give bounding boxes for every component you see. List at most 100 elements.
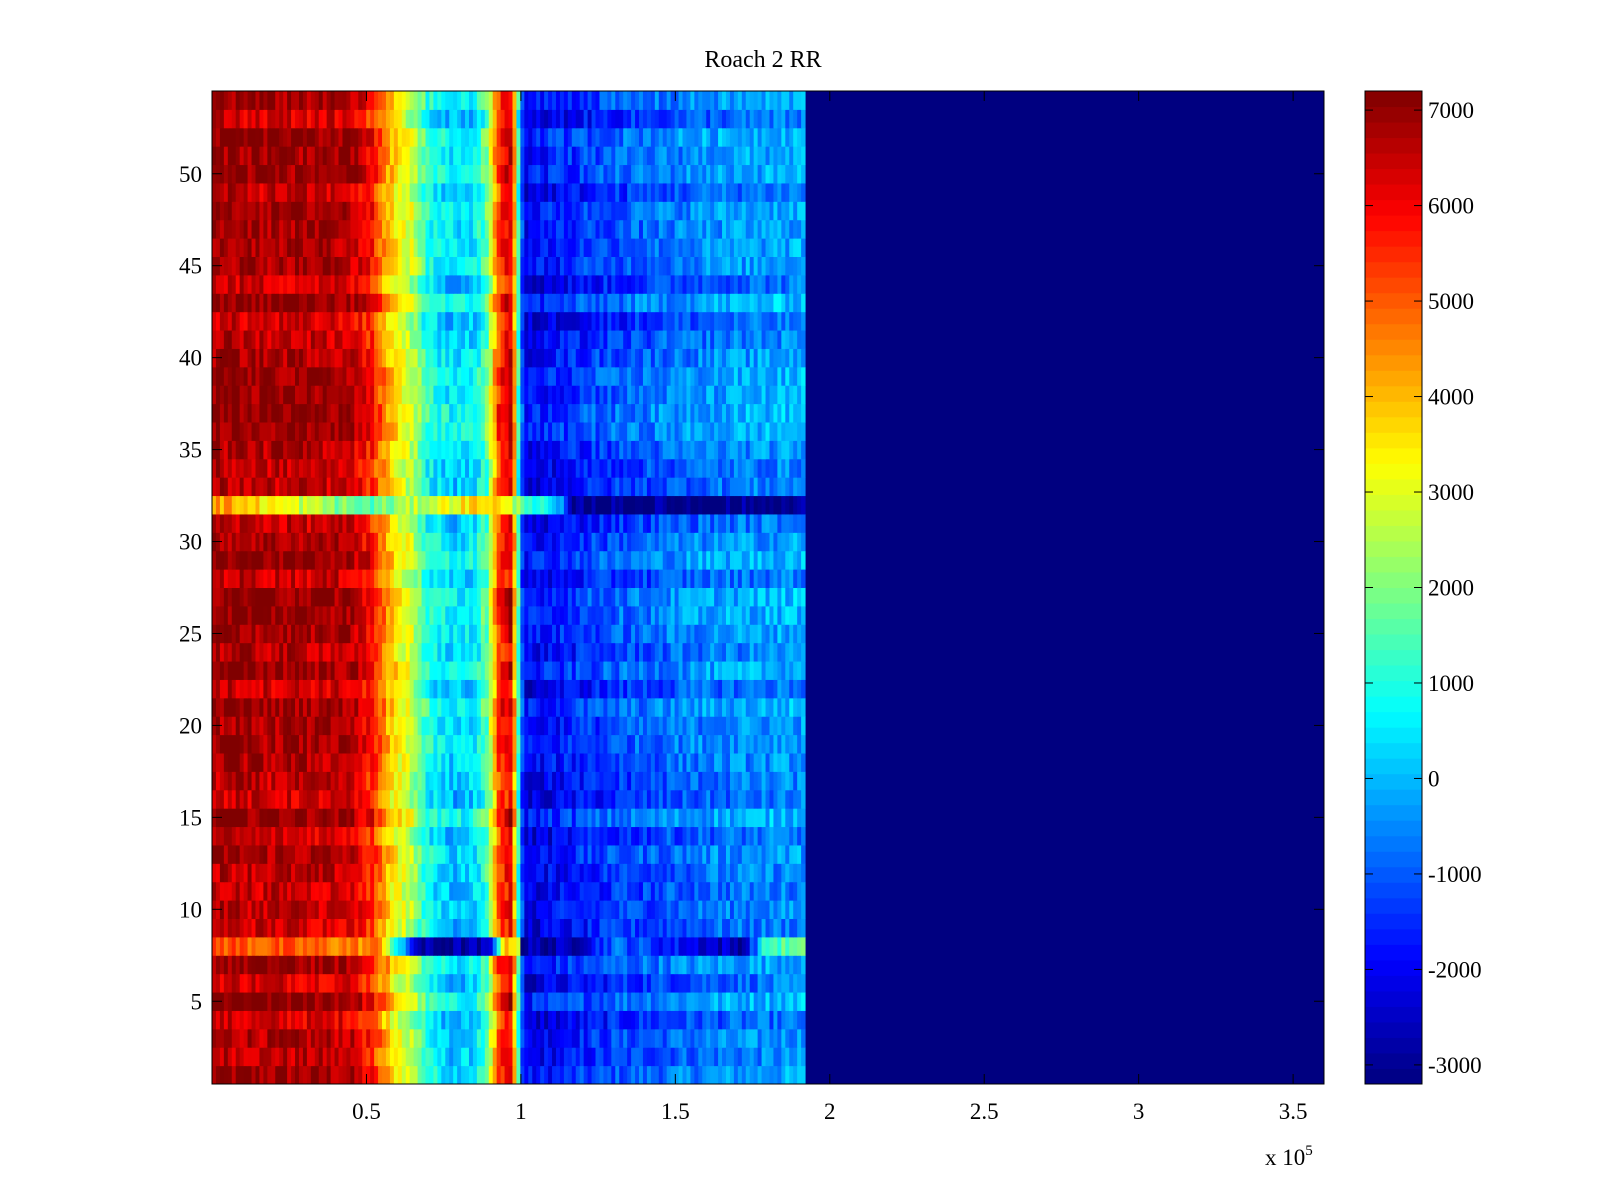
heatmap-cell bbox=[259, 734, 264, 754]
heatmap-cell bbox=[552, 955, 557, 975]
heatmap-cell bbox=[318, 826, 324, 846]
heatmap-cell bbox=[682, 587, 687, 607]
heatmap-cell bbox=[247, 661, 253, 680]
heatmap-cell bbox=[445, 1047, 450, 1067]
heatmap-cell bbox=[366, 716, 371, 736]
heatmap-cell bbox=[793, 881, 798, 901]
heatmap-cell bbox=[326, 1065, 332, 1085]
heatmap-cell bbox=[235, 1065, 241, 1085]
heatmap-cell bbox=[243, 826, 249, 846]
heatmap-cell bbox=[801, 716, 806, 736]
heatmap-cell bbox=[536, 697, 541, 717]
heatmap-cell bbox=[658, 642, 664, 662]
heatmap-cell bbox=[374, 734, 379, 754]
heatmap-cell bbox=[706, 844, 711, 864]
heatmap-cell bbox=[540, 642, 545, 662]
heatmap-cell bbox=[318, 642, 324, 662]
heatmap-cell bbox=[354, 918, 359, 938]
heatmap-cell bbox=[765, 1047, 770, 1067]
heatmap-cell bbox=[579, 844, 585, 864]
heatmap-cell bbox=[382, 1028, 387, 1048]
heatmap-cell bbox=[472, 955, 478, 975]
heatmap-cell bbox=[291, 624, 296, 644]
heatmap-cell bbox=[555, 587, 561, 607]
heatmap-cell bbox=[682, 716, 687, 736]
heatmap-cell bbox=[646, 955, 652, 975]
heatmap-cell bbox=[397, 771, 403, 791]
heatmap-cell bbox=[516, 642, 521, 662]
heatmap-cell bbox=[733, 477, 739, 497]
heatmap-cell bbox=[615, 495, 620, 515]
heatmap-cell bbox=[520, 973, 525, 993]
heatmap-cell bbox=[559, 1028, 565, 1048]
heatmap-cell bbox=[314, 1047, 320, 1067]
heatmap-cell bbox=[611, 587, 616, 607]
heatmap-cell bbox=[737, 753, 743, 772]
heatmap-cell bbox=[646, 532, 652, 552]
heatmap-cell bbox=[642, 992, 648, 1011]
heatmap-cell bbox=[725, 936, 731, 956]
heatmap-cell bbox=[670, 955, 676, 975]
heatmap-cell bbox=[496, 697, 502, 717]
heatmap-cell bbox=[694, 477, 699, 497]
heatmap-cell bbox=[646, 477, 652, 497]
heatmap-cell bbox=[382, 661, 387, 680]
heatmap-cell bbox=[259, 973, 264, 993]
heatmap-cell bbox=[512, 495, 517, 515]
heatmap-cell bbox=[575, 1028, 581, 1048]
heatmap-cell bbox=[722, 771, 727, 791]
heatmap-cell bbox=[607, 789, 612, 809]
heatmap-cell bbox=[449, 918, 454, 938]
heatmap-cell bbox=[397, 624, 403, 644]
heatmap-cell bbox=[239, 587, 245, 607]
heatmap-cell bbox=[674, 900, 680, 919]
heatmap-cell bbox=[690, 1047, 695, 1067]
heatmap-cell bbox=[591, 955, 597, 975]
heatmap-cell bbox=[366, 532, 371, 552]
heatmap-cell bbox=[646, 550, 652, 570]
heatmap-cell bbox=[548, 716, 553, 736]
heatmap-cell bbox=[710, 697, 715, 717]
heatmap-cell bbox=[366, 495, 371, 515]
heatmap-cell bbox=[322, 697, 328, 717]
heatmap-cell bbox=[219, 844, 225, 864]
heatmap-cell bbox=[579, 918, 585, 938]
heatmap-cell bbox=[231, 808, 237, 828]
heatmap-cell bbox=[480, 826, 486, 846]
heatmap-cell bbox=[279, 771, 284, 791]
heatmap-cell bbox=[710, 826, 715, 846]
heatmap-cell bbox=[725, 844, 731, 864]
heatmap-cell bbox=[271, 936, 276, 956]
heatmap-cell bbox=[611, 900, 616, 919]
heatmap-cell bbox=[575, 661, 581, 680]
heatmap-cell bbox=[271, 753, 276, 772]
heatmap-cell bbox=[346, 992, 351, 1011]
heatmap-cell bbox=[239, 900, 245, 919]
heatmap-cell bbox=[492, 642, 498, 662]
heatmap-cell bbox=[330, 789, 336, 809]
heatmap-cell bbox=[607, 642, 612, 662]
heatmap-cell bbox=[781, 1028, 786, 1048]
heatmap-cell bbox=[512, 716, 517, 736]
heatmap-cell bbox=[658, 605, 664, 625]
heatmap-cell bbox=[255, 513, 260, 533]
heatmap-cell bbox=[449, 734, 454, 754]
heatmap-cell bbox=[330, 881, 336, 901]
heatmap-cell bbox=[520, 1047, 525, 1067]
heatmap-cell bbox=[287, 826, 292, 846]
heatmap-cell bbox=[587, 955, 593, 975]
heatmap-cell bbox=[302, 826, 308, 846]
heatmap-cell bbox=[389, 1047, 395, 1067]
heatmap-cell bbox=[555, 661, 561, 680]
heatmap-cell bbox=[227, 789, 233, 809]
heatmap-cell bbox=[757, 642, 763, 662]
heatmap-cell bbox=[382, 734, 387, 754]
heatmap-cell bbox=[623, 679, 628, 699]
heatmap-cell bbox=[753, 955, 759, 975]
heatmap-cell bbox=[508, 716, 513, 736]
heatmap-cell bbox=[488, 513, 494, 533]
heatmap-cell bbox=[670, 1028, 676, 1048]
heatmap-cell bbox=[583, 697, 589, 717]
heatmap-cell bbox=[725, 605, 731, 625]
heatmap-cell bbox=[227, 697, 233, 717]
